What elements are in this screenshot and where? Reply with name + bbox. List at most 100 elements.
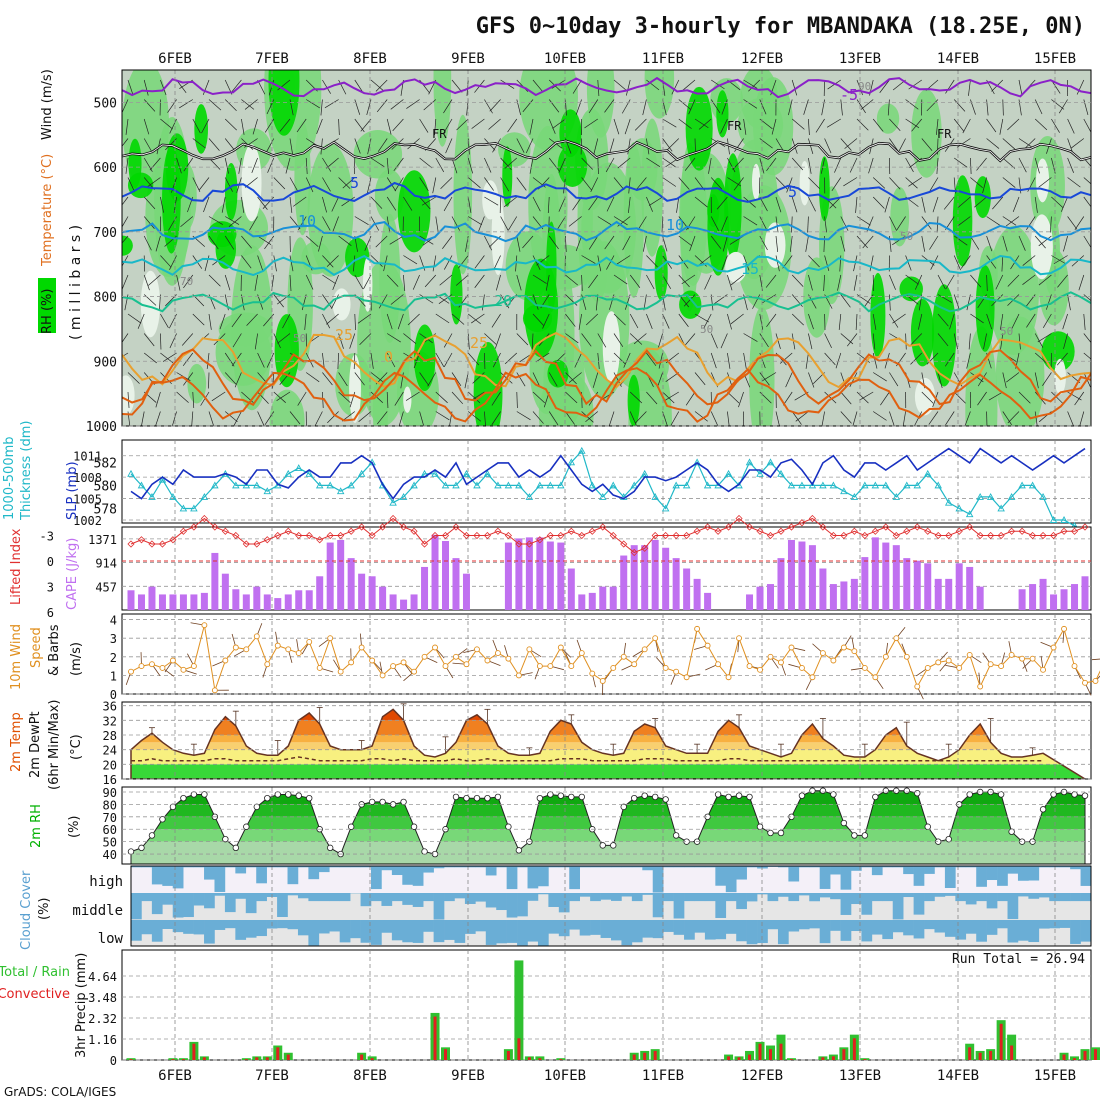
rh-tick: 60 bbox=[103, 823, 117, 837]
wind-barb bbox=[646, 157, 661, 167]
cloud-cover-bar bbox=[600, 920, 612, 938]
wind-barb bbox=[889, 274, 896, 290]
wind-speed-point bbox=[295, 650, 302, 657]
isotherm-label: 5 bbox=[350, 174, 359, 192]
wind-barb bbox=[849, 157, 858, 173]
wind-barb bbox=[548, 235, 559, 250]
wind-barb bbox=[616, 255, 631, 265]
cape-bar bbox=[934, 578, 942, 610]
wind-barb bbox=[671, 79, 680, 95]
cloud-cover-bar bbox=[955, 866, 967, 868]
cloud-cover-bar bbox=[955, 893, 967, 902]
wind-barb bbox=[1051, 196, 1064, 209]
wind-barb bbox=[970, 313, 984, 324]
rh-contour-90 bbox=[122, 235, 133, 256]
thickness-point bbox=[976, 492, 984, 500]
isotherm-line-25 bbox=[122, 348, 1091, 406]
wind-barb bbox=[224, 157, 229, 174]
precip-tick: 1.16 bbox=[88, 1033, 117, 1047]
cloud-cover-bar bbox=[1059, 920, 1071, 928]
wind-barb bbox=[354, 274, 364, 290]
wind-barb bbox=[370, 196, 383, 209]
rh-contour-30 bbox=[491, 194, 505, 276]
rh-contour-90 bbox=[654, 245, 668, 301]
rh-point bbox=[830, 791, 837, 798]
wind-barb bbox=[597, 157, 599, 175]
cape-bar bbox=[672, 558, 680, 610]
wind-speed-point bbox=[327, 635, 334, 642]
rh-point bbox=[463, 794, 470, 802]
wind-barb bbox=[439, 274, 453, 286]
wind-barb bbox=[608, 411, 615, 426]
cloud-cover-bar bbox=[496, 893, 507, 911]
wind-barb bbox=[646, 391, 658, 405]
cape-bar bbox=[1050, 594, 1058, 610]
wind-barb bbox=[872, 118, 884, 132]
wind-barb bbox=[1038, 274, 1052, 286]
wind-barb bbox=[552, 118, 566, 129]
cape-bar bbox=[651, 539, 659, 610]
lifted-index-point bbox=[137, 536, 146, 544]
wind-barb bbox=[775, 235, 779, 252]
lifted-index-point bbox=[850, 527, 858, 535]
rh-point bbox=[966, 791, 973, 798]
wind-barb bbox=[565, 274, 579, 286]
cloud-cover-bar bbox=[840, 920, 852, 941]
wind-barb bbox=[266, 352, 275, 368]
wind-barb bbox=[445, 138, 453, 154]
cloud-cover-bar bbox=[537, 866, 549, 887]
lifted-index-point bbox=[892, 531, 900, 540]
wind-barb bbox=[613, 79, 627, 91]
wind-barb bbox=[160, 79, 167, 96]
precip-convective-bar bbox=[129, 1059, 133, 1060]
wind-speed-point bbox=[872, 674, 879, 681]
wind-barb bbox=[122, 235, 129, 244]
lifted-index-point bbox=[546, 531, 554, 540]
rh-contour-70 bbox=[374, 169, 405, 222]
wind-barb bbox=[684, 333, 696, 346]
cloud-cover-bar bbox=[423, 920, 434, 932]
cape-bar bbox=[588, 592, 596, 610]
cape-bar bbox=[861, 557, 869, 610]
date-label-top: 11FEB bbox=[642, 51, 684, 67]
wind-barb bbox=[221, 196, 226, 213]
wind-barb bbox=[694, 196, 708, 208]
wind-barb bbox=[338, 177, 351, 189]
cloud-cover-bar bbox=[652, 866, 664, 893]
cloud-cover-bar bbox=[256, 920, 267, 937]
cloud-cover-bar bbox=[131, 893, 142, 920]
wind-barb bbox=[238, 157, 242, 174]
lifted-index-point bbox=[515, 540, 523, 548]
thickness-point bbox=[190, 504, 198, 512]
wind-barb bbox=[122, 274, 129, 290]
wind-barb bbox=[224, 372, 237, 385]
thickness-label-a: 1000-500mb bbox=[2, 436, 17, 520]
wind-barb bbox=[727, 352, 731, 369]
rh-contour-label: 50 bbox=[293, 332, 306, 345]
wind-barb bbox=[155, 235, 161, 252]
cloud-cover-bar bbox=[558, 920, 570, 937]
wind-barb bbox=[720, 216, 728, 232]
wind-barb bbox=[953, 99, 966, 112]
wind-barb bbox=[297, 391, 307, 406]
cloud-cover-bar bbox=[1059, 866, 1071, 868]
wind-barb bbox=[628, 196, 631, 213]
wind-barb bbox=[905, 177, 918, 189]
cloud-cover-bar bbox=[746, 920, 758, 945]
wind-barb bbox=[789, 235, 793, 252]
precip-convective-bar bbox=[789, 1059, 793, 1060]
wind-barb bbox=[629, 411, 638, 426]
wind-barb bbox=[929, 235, 939, 250]
rh-contour-70 bbox=[737, 98, 784, 152]
precip-convective-bar bbox=[863, 1059, 867, 1060]
wind-barb bbox=[1042, 372, 1052, 386]
lifted-index-point bbox=[766, 531, 775, 540]
lifted-index-point bbox=[525, 540, 533, 548]
wind-barb bbox=[532, 411, 544, 424]
thickness-point bbox=[452, 481, 460, 489]
wind-barb bbox=[451, 313, 465, 325]
cape-bar bbox=[337, 539, 345, 610]
lifted-index-point bbox=[127, 540, 135, 548]
rh-point bbox=[599, 842, 606, 849]
